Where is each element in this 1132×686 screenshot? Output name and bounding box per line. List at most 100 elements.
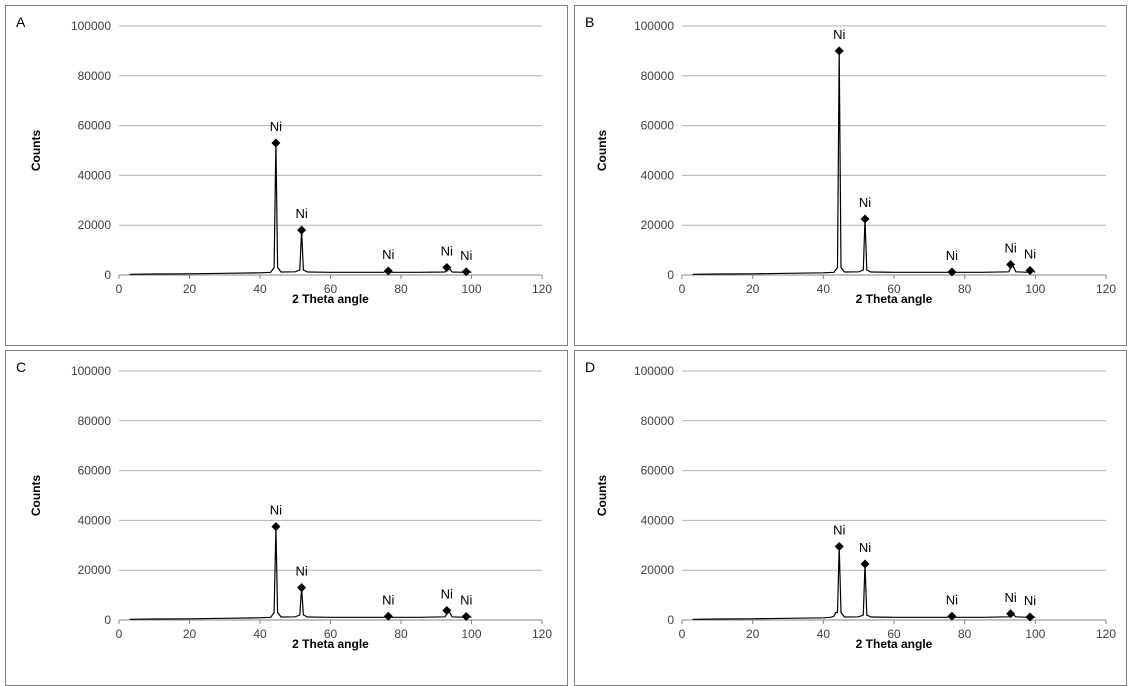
x-tick-label: 60 bbox=[887, 627, 901, 641]
y-tick-label: 60000 bbox=[641, 464, 675, 478]
y-tick-label: 0 bbox=[667, 613, 674, 627]
peak-marker bbox=[271, 522, 281, 532]
peak-label: Ni bbox=[1004, 590, 1016, 605]
peak-label: Ni bbox=[946, 592, 958, 607]
x-tick-label: 40 bbox=[253, 282, 267, 296]
peak-marker bbox=[860, 559, 870, 569]
y-tick-label: 100000 bbox=[71, 19, 111, 33]
y-tick-label: 0 bbox=[667, 268, 674, 282]
x-tick-label: 80 bbox=[394, 627, 408, 641]
x-tick-label: 120 bbox=[1096, 282, 1116, 296]
peak-label: Ni bbox=[859, 195, 871, 210]
y-tick-label: 60000 bbox=[78, 119, 112, 133]
panel-letter: D bbox=[585, 359, 596, 375]
y-tick-label: 0 bbox=[104, 268, 111, 282]
peak-marker bbox=[461, 612, 471, 622]
xrd-chart-svg: 0 20000 40000 60000 80000 100000 0 20 40 60 80 100 1… bbox=[29, 19, 552, 306]
x-tick-label: 120 bbox=[532, 282, 552, 296]
peak-marker bbox=[461, 267, 471, 277]
peak-label: Ni bbox=[1004, 241, 1016, 256]
x-tick-label: 20 bbox=[183, 282, 197, 296]
y-tick-label: 80000 bbox=[78, 414, 112, 428]
peak-marker bbox=[834, 542, 844, 552]
x-tick-label: 0 bbox=[116, 282, 123, 296]
y-tick-label: 40000 bbox=[641, 513, 675, 527]
y-tick-label: 0 bbox=[104, 613, 111, 627]
peak-label: Ni bbox=[460, 593, 472, 608]
y-axis-title: Counts bbox=[29, 475, 43, 517]
peak-label: Ni bbox=[382, 592, 394, 607]
peak-label: Ni bbox=[441, 587, 453, 602]
peak-label: Ni bbox=[946, 248, 958, 263]
peak-label: Ni bbox=[833, 523, 845, 538]
x-tick-label: 0 bbox=[679, 627, 686, 641]
x-tick-label: 60 bbox=[324, 282, 338, 296]
y-tick-label: 20000 bbox=[78, 563, 112, 577]
x-tick-label: 100 bbox=[1025, 627, 1045, 641]
y-tick-label: 100000 bbox=[634, 364, 674, 378]
peak-label: Ni bbox=[270, 119, 282, 134]
x-tick-label: 60 bbox=[324, 627, 338, 641]
peak-label: Ni bbox=[295, 206, 307, 221]
y-tick-label: 100000 bbox=[634, 19, 674, 33]
x-tick-label: 0 bbox=[116, 627, 123, 641]
chart-panel-d: D 0 20000 40000 60000 80000 100000 0 20 40 60 80 10… bbox=[574, 350, 1127, 686]
peak-label: Ni bbox=[460, 248, 472, 263]
peak-marker bbox=[297, 583, 307, 593]
x-axis-title: 2 Theta angle bbox=[292, 292, 369, 306]
y-tick-label: 100000 bbox=[71, 364, 111, 378]
peak-marker bbox=[947, 267, 957, 277]
x-tick-label: 20 bbox=[746, 282, 760, 296]
peak-marker bbox=[271, 138, 281, 148]
y-tick-label: 80000 bbox=[641, 69, 675, 83]
peak-marker bbox=[834, 46, 844, 56]
x-axis-title: 2 Theta angle bbox=[856, 637, 933, 651]
y-tick-label: 40000 bbox=[78, 513, 112, 527]
peak-marker bbox=[442, 263, 452, 273]
y-tick-label: 40000 bbox=[641, 168, 675, 182]
y-tick-label: 20000 bbox=[78, 218, 112, 232]
peak-marker bbox=[442, 606, 452, 616]
y-tick-label: 60000 bbox=[78, 464, 112, 478]
peak-label: Ni bbox=[1024, 593, 1036, 608]
xrd-chart-svg: 0 20000 40000 60000 80000 100000 0 20 40 60 80 100 1… bbox=[29, 364, 552, 651]
panel-letter: B bbox=[585, 14, 595, 30]
x-axis-title: 2 Theta angle bbox=[856, 292, 933, 306]
y-tick-label: 20000 bbox=[641, 218, 675, 232]
peak-label: Ni bbox=[833, 27, 845, 42]
x-tick-label: 40 bbox=[253, 627, 267, 641]
y-tick-label: 80000 bbox=[641, 414, 675, 428]
x-tick-label: 0 bbox=[679, 282, 686, 296]
y-tick-label: 80000 bbox=[78, 69, 112, 83]
peak-label: Ni bbox=[270, 503, 282, 518]
y-axis-title: Counts bbox=[595, 130, 609, 172]
peak-marker bbox=[1006, 260, 1016, 270]
diffraction-line bbox=[692, 546, 1036, 620]
peak-marker bbox=[1025, 266, 1035, 276]
panel-letter: C bbox=[16, 359, 27, 375]
chart-panel-b: B 0 20000 40000 60000 80000 100000 0 20 40 60 80 10… bbox=[574, 5, 1127, 346]
x-tick-label: 20 bbox=[183, 627, 197, 641]
peak-marker bbox=[860, 214, 870, 224]
x-tick-label: 80 bbox=[394, 282, 408, 296]
peak-label: Ni bbox=[295, 564, 307, 579]
peak-label: Ni bbox=[859, 540, 871, 555]
x-tick-label: 100 bbox=[461, 627, 481, 641]
x-tick-label: 60 bbox=[887, 282, 901, 296]
y-tick-label: 40000 bbox=[78, 168, 112, 182]
x-tick-label: 40 bbox=[817, 627, 831, 641]
y-tick-label: 20000 bbox=[641, 563, 675, 577]
y-axis-title: Counts bbox=[29, 130, 43, 172]
x-tick-label: 40 bbox=[817, 282, 831, 296]
panel-letter: A bbox=[16, 14, 26, 30]
y-tick-label: 60000 bbox=[641, 119, 675, 133]
x-tick-label: 100 bbox=[1025, 282, 1045, 296]
x-tick-label: 20 bbox=[746, 627, 760, 641]
diffraction-line bbox=[692, 50, 1036, 275]
peak-marker bbox=[383, 611, 393, 621]
chart-panel-c: C 0 20000 40000 60000 80000 100000 0 20 40 60 80 10… bbox=[5, 350, 568, 686]
peak-marker bbox=[1025, 612, 1035, 622]
peak-marker bbox=[1006, 609, 1016, 619]
peak-marker bbox=[947, 611, 957, 621]
y-axis-title: Counts bbox=[595, 475, 609, 517]
